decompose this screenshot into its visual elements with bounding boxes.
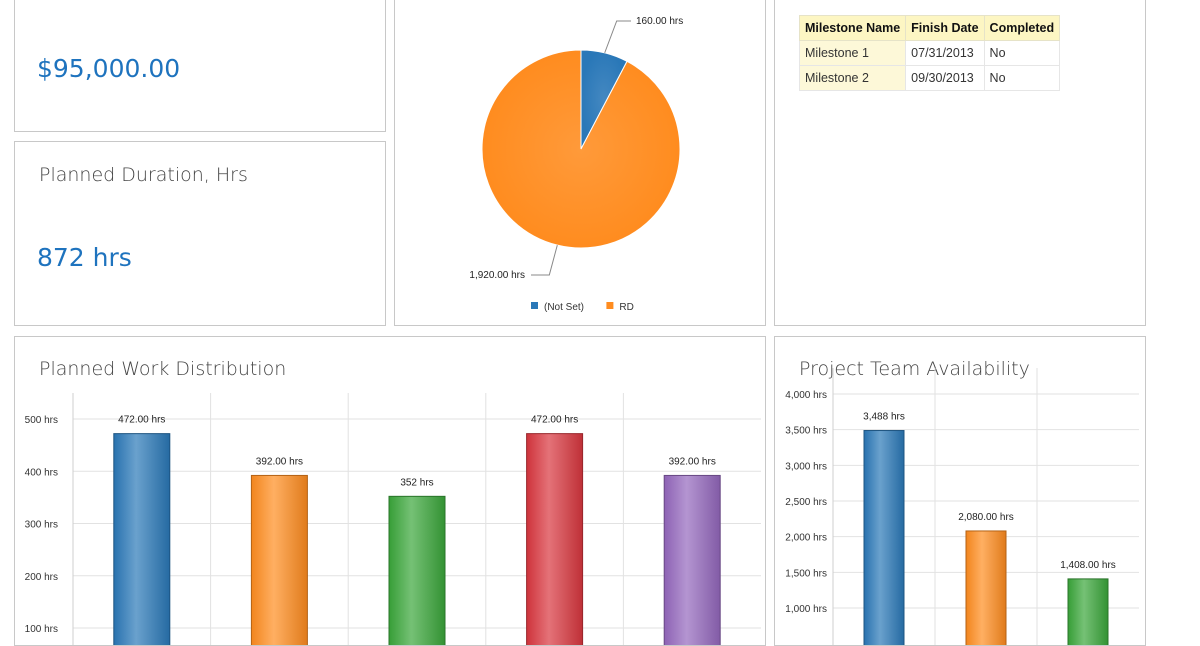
y-tick-label: 4,000 hrs (785, 390, 827, 401)
column-header-completed[interactable]: Completed (983, 15, 1061, 41)
bar (113, 433, 171, 645)
y-tick-label: 1,000 hrs (785, 604, 827, 615)
budget-tile: $95,000.00 (14, 0, 386, 132)
data-label: 392.00 hrs (256, 456, 303, 467)
budget-value: $95,000.00 (37, 54, 181, 83)
leader-line (531, 244, 558, 276)
leader-line (604, 20, 631, 54)
bar (1067, 578, 1109, 645)
finish-date-cell: 09/30/2013 (905, 65, 985, 91)
milestones-table: Milestone Name Finish Date Completed Mil… (798, 15, 1061, 91)
data-label: 472.00 hrs (118, 415, 165, 426)
team-availability-title: Project Team Availability (799, 358, 1030, 380)
y-tick-label: 300 hrs (25, 520, 58, 531)
milestone-name-cell: Milestone 1 (798, 40, 907, 66)
bar (250, 474, 308, 645)
bar (863, 430, 905, 645)
pie-chart-tile: 160.00 hrs 1,920.00 hrs (Not Set) RD (394, 0, 766, 326)
milestones-tile: Milestone Name Finish Date Completed Mil… (774, 0, 1146, 326)
team-availability-chart: 1,000 hrs 1,500 hrs 2,000 hrs 2,500 hrs 3,00… (785, 368, 1139, 645)
y-tick-label: 3,000 hrs (785, 461, 827, 472)
duration-value: 872 hrs (37, 243, 132, 272)
duration-title: Planned Duration, Hrs (39, 164, 248, 186)
legend-swatch (606, 302, 614, 309)
milestone-name-cell: Milestone 2 (798, 65, 907, 91)
y-tick-label: 1,500 hrs (785, 568, 827, 579)
table-row[interactable]: Milestone 2 09/30/2013 No (798, 65, 1061, 91)
column-header-milestone-name[interactable]: Milestone Name (798, 15, 907, 41)
bar (663, 474, 721, 645)
work-distribution-tile: Planned Work Distribution 100 hrs 200 hrs… (14, 336, 766, 646)
team-availability-tile: Project Team Availability 1,000 hrs 1,500… (774, 336, 1146, 646)
legend-swatch (531, 302, 538, 309)
data-label: 3,488 hrs (863, 412, 905, 423)
milestones-header-row: Milestone Name Finish Date Completed (798, 15, 1061, 41)
work-distribution-title: Planned Work Distribution (39, 358, 287, 380)
pie-chart: 160.00 hrs 1,920.00 hrs (Not Set) RD (469, 16, 683, 313)
bar (965, 530, 1007, 645)
y-tick-label: 2,000 hrs (785, 533, 827, 544)
pie-slice (481, 49, 681, 249)
data-label: 472.00 hrs (531, 415, 578, 426)
completed-cell: No (983, 65, 1061, 91)
legend-label: RD (619, 302, 633, 313)
finish-date-cell: 07/31/2013 (905, 40, 985, 66)
data-label: 2,080.00 hrs (958, 512, 1014, 523)
legend-label: (Not Set) (544, 302, 584, 313)
bar (388, 495, 446, 645)
data-label: 352 hrs (400, 477, 433, 488)
bar (526, 433, 584, 645)
completed-cell: No (983, 40, 1061, 66)
data-label: 392.00 hrs (669, 456, 716, 467)
data-label: 160.00 hrs (636, 16, 683, 27)
data-label: 1,920.00 hrs (469, 270, 525, 281)
y-tick-label: 200 hrs (25, 572, 58, 583)
y-tick-label: 2,500 hrs (785, 497, 827, 508)
y-tick-label: 3,500 hrs (785, 426, 827, 437)
y-tick-label: 500 hrs (25, 415, 58, 426)
data-label: 1,408.00 hrs (1060, 560, 1116, 571)
table-row[interactable]: Milestone 1 07/31/2013 No (798, 40, 1061, 66)
column-header-finish-date[interactable]: Finish Date (905, 15, 985, 41)
y-tick-label: 400 hrs (25, 467, 58, 478)
duration-tile: Planned Duration, Hrs 872 hrs (14, 141, 386, 326)
